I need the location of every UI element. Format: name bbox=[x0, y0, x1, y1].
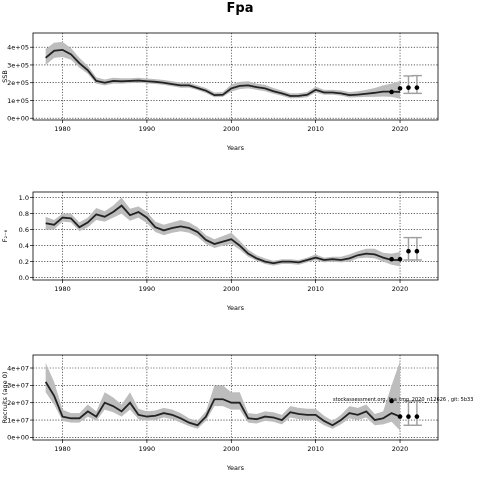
y-tick-label: 4e+07 bbox=[7, 364, 29, 372]
y-tick-label: 3e+05 bbox=[7, 61, 29, 69]
y-tick-label: 2e+05 bbox=[7, 79, 29, 87]
chart-title: Fpa bbox=[227, 1, 254, 16]
x-tick-label: 1990 bbox=[139, 285, 156, 293]
x-tick-label: 1990 bbox=[139, 445, 156, 453]
x-tick-label: 2020 bbox=[392, 125, 409, 133]
x-tick-label: 1990 bbox=[139, 125, 156, 133]
estimate-line bbox=[45, 204, 401, 265]
y-tick-label: 1.0 bbox=[19, 194, 29, 202]
forecast-point bbox=[389, 256, 394, 262]
forecast-point bbox=[406, 248, 411, 254]
x-tick-label: 2010 bbox=[307, 125, 324, 133]
plot-frame bbox=[32, 191, 439, 281]
estimate-line bbox=[45, 48, 401, 97]
confidence-band bbox=[45, 197, 401, 267]
forecast-point bbox=[397, 256, 403, 262]
y-tick-label: 4e+05 bbox=[7, 44, 29, 52]
x-tick-label: 1980 bbox=[54, 125, 71, 133]
forecast-point bbox=[406, 85, 411, 90]
source-annotation: stockassessment.org, fpa_tmp_2020_n12626… bbox=[333, 397, 473, 403]
panel-3: 1980 1990 2000 2010 2020 0e+00 1e+07 2e+07 3e+07… bbox=[1, 354, 473, 472]
y-tick-label: 0.2 bbox=[19, 258, 29, 266]
plot-frame bbox=[32, 32, 439, 121]
estimate-line bbox=[44, 381, 401, 427]
y-tick-label: 3e+07 bbox=[7, 382, 29, 390]
x-tick-label: 2010 bbox=[307, 285, 324, 293]
forecast-point bbox=[397, 414, 403, 419]
y-tick-label: 0.6 bbox=[19, 226, 29, 234]
y-axis-label: F₂₋₆ bbox=[1, 229, 9, 242]
confidence-band bbox=[45, 361, 401, 431]
x-tick-label: 2000 bbox=[223, 125, 240, 133]
y-tick-label: 2e+07 bbox=[7, 399, 29, 407]
forecast-point bbox=[414, 85, 420, 90]
y-axis-label: Recruits (age 0) bbox=[1, 372, 9, 424]
x-tick-label: 2020 bbox=[392, 445, 409, 453]
x-tick-label: 2010 bbox=[307, 445, 324, 453]
y-tick-label: 0.4 bbox=[19, 242, 29, 250]
forecast-point bbox=[397, 86, 403, 91]
plot-frame bbox=[32, 354, 439, 441]
forecast-point bbox=[414, 248, 420, 254]
x-tick-label: 1980 bbox=[54, 445, 71, 453]
forecast-point bbox=[406, 414, 411, 419]
x-tick-label: 2020 bbox=[392, 285, 409, 293]
y-tick-label: 0.8 bbox=[19, 210, 29, 218]
x-axis-label: Years bbox=[226, 144, 245, 152]
panel-2: 1980 1990 2000 2010 2020 0.0 0.2 0.4 0.6 0.8 1.0 Ye… bbox=[1, 191, 439, 312]
forecast-point bbox=[389, 89, 394, 95]
forecast-point bbox=[389, 398, 394, 404]
y-tick-label: 1e+05 bbox=[7, 97, 29, 105]
y-axis-label: SSB bbox=[1, 70, 9, 83]
y-tick-label: 1e+07 bbox=[7, 416, 29, 424]
panel-1: 1980 1990 2000 2010 2020 0e+00 1e+05 2e+05 3e+05… bbox=[1, 32, 439, 152]
x-tick-label: 2000 bbox=[223, 445, 240, 453]
x-axis-label: Years bbox=[226, 304, 245, 312]
y-tick-label: 0.0 bbox=[19, 274, 29, 282]
forecast-point bbox=[414, 414, 420, 419]
y-tick-label: 0e+00 bbox=[7, 115, 29, 123]
x-tick-label: 1980 bbox=[54, 285, 71, 293]
y-tick-label: 0e+00 bbox=[7, 434, 29, 442]
confidence-band bbox=[45, 41, 401, 99]
x-tick-label: 2000 bbox=[223, 285, 240, 293]
x-axis-label: Years bbox=[226, 464, 245, 472]
